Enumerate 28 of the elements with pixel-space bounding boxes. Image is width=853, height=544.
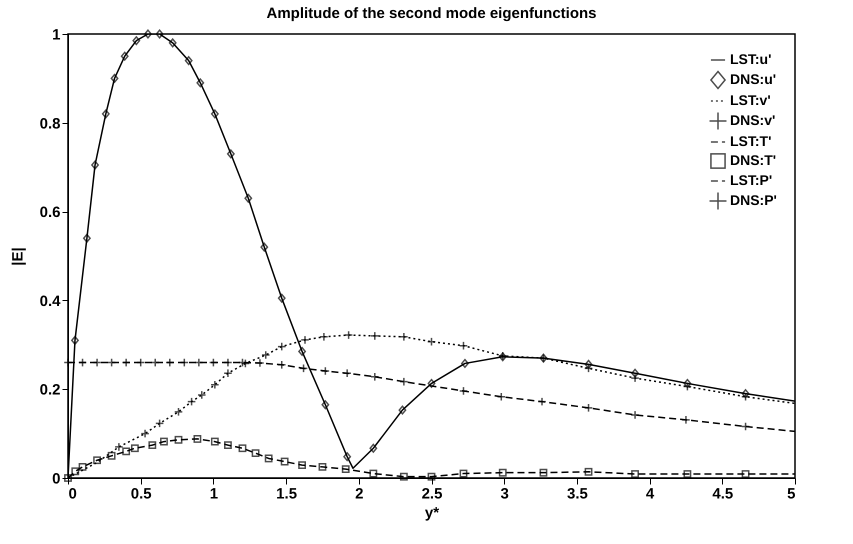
legend-label: LST:P' <box>730 172 772 188</box>
legend-label: LST:u' <box>730 51 772 67</box>
chart-title: Amplitude of the second mode eigenfunctions <box>266 5 597 22</box>
x-tick-label: 0 <box>68 486 77 502</box>
x-tick-label: 4 <box>646 486 655 502</box>
y-tick-label: 0.2 <box>40 382 60 399</box>
y-tick-label: 0.8 <box>40 115 60 132</box>
x-tick-label: 0.5 <box>130 486 152 502</box>
x-axis-title: y* <box>424 504 440 522</box>
x-tick-label: 1.5 <box>276 486 298 502</box>
y-tick-label: 0 <box>52 470 60 488</box>
legend-label: DNS:u' <box>730 71 776 87</box>
legend-label: LST:v' <box>730 92 771 108</box>
x-tick-label: 4.5 <box>712 486 734 502</box>
legend-label: DNS:P' <box>730 192 777 208</box>
x-tick-label: 3 <box>500 486 509 502</box>
y-axis-title: |E| <box>10 247 27 266</box>
legend-label: LST:T' <box>730 133 772 149</box>
y-tick-label: 1 <box>52 26 60 44</box>
x-tick-label: 2.5 <box>422 486 442 502</box>
x-tick-label: 5 <box>787 486 796 502</box>
legend-label: DNS:v' <box>730 112 776 128</box>
legend-label: DNS:T' <box>730 152 776 168</box>
x-tick-label: 2 <box>355 486 364 502</box>
y-tick-label: 0.6 <box>40 204 60 222</box>
y-tick-label: 0.4 <box>40 292 62 310</box>
x-tick-label: 3.5 <box>566 486 588 502</box>
x-tick-label: 1 <box>210 486 218 502</box>
